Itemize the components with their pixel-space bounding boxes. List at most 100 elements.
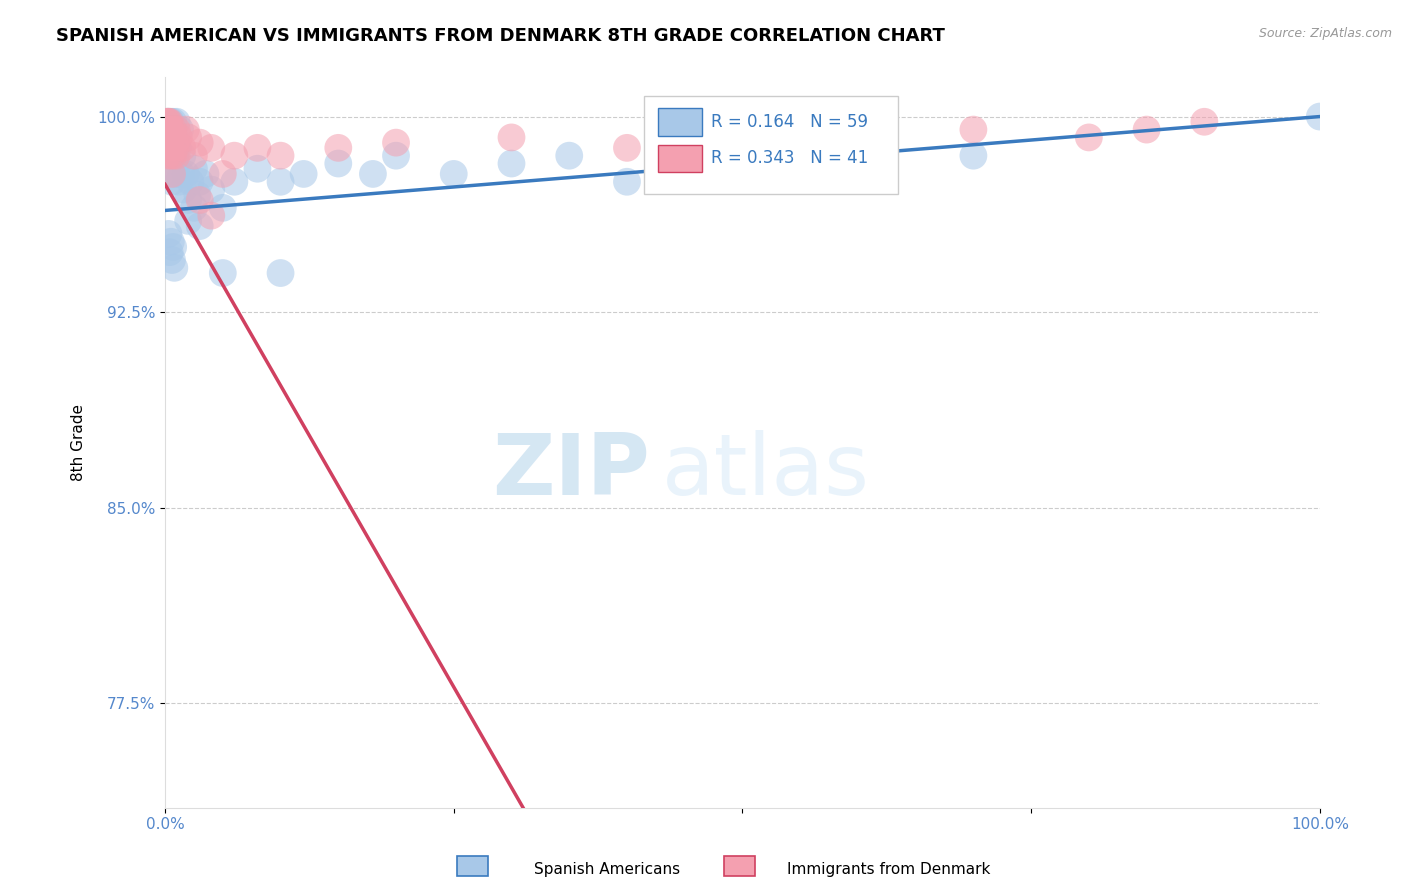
Point bbox=[616, 175, 638, 189]
Point bbox=[163, 130, 186, 145]
Point bbox=[172, 141, 194, 155]
Point bbox=[292, 167, 315, 181]
Point bbox=[155, 136, 177, 150]
Point bbox=[162, 115, 184, 129]
Point bbox=[558, 149, 581, 163]
Point bbox=[200, 183, 222, 197]
Point bbox=[1309, 110, 1331, 124]
FancyBboxPatch shape bbox=[658, 108, 702, 136]
Point bbox=[246, 161, 269, 176]
Text: R = 0.343   N = 41: R = 0.343 N = 41 bbox=[711, 150, 869, 168]
Point bbox=[174, 167, 197, 181]
Point bbox=[159, 245, 181, 260]
Point bbox=[731, 130, 754, 145]
Point bbox=[159, 115, 181, 129]
Point bbox=[157, 227, 180, 241]
Point bbox=[159, 122, 181, 136]
Point bbox=[224, 175, 246, 189]
Point bbox=[156, 115, 179, 129]
Point bbox=[160, 235, 183, 249]
Point bbox=[160, 175, 183, 189]
Text: atlas: atlas bbox=[662, 430, 870, 513]
Point bbox=[616, 141, 638, 155]
Point bbox=[160, 115, 183, 129]
Point bbox=[155, 115, 177, 129]
Point bbox=[501, 130, 523, 145]
Text: ZIP: ZIP bbox=[492, 430, 650, 513]
Point bbox=[188, 136, 211, 150]
Point bbox=[162, 122, 184, 136]
Text: Spanish Americans: Spanish Americans bbox=[534, 863, 681, 877]
Point bbox=[385, 149, 408, 163]
Point bbox=[167, 130, 190, 145]
Point bbox=[170, 167, 193, 181]
Point bbox=[156, 149, 179, 163]
Point bbox=[962, 149, 984, 163]
Point bbox=[167, 175, 190, 189]
Point bbox=[169, 122, 191, 136]
Point bbox=[165, 141, 187, 155]
Y-axis label: 8th Grade: 8th Grade bbox=[72, 404, 86, 481]
Point bbox=[1194, 115, 1216, 129]
Point bbox=[157, 115, 180, 129]
Point bbox=[194, 167, 217, 181]
Point bbox=[162, 136, 184, 150]
Point bbox=[160, 252, 183, 267]
Point bbox=[156, 115, 179, 129]
Point bbox=[188, 219, 211, 233]
Point bbox=[177, 214, 200, 228]
Point bbox=[163, 167, 186, 181]
Point bbox=[731, 161, 754, 176]
Point bbox=[177, 193, 200, 207]
Point bbox=[270, 175, 292, 189]
Text: SPANISH AMERICAN VS IMMIGRANTS FROM DENMARK 8TH GRADE CORRELATION CHART: SPANISH AMERICAN VS IMMIGRANTS FROM DENM… bbox=[56, 27, 945, 45]
Point bbox=[156, 149, 179, 163]
Point bbox=[846, 167, 869, 181]
Point bbox=[183, 201, 205, 215]
Point bbox=[166, 149, 188, 163]
Point bbox=[361, 167, 384, 181]
Point bbox=[166, 122, 188, 136]
Point bbox=[188, 193, 211, 207]
Point bbox=[270, 266, 292, 280]
Point bbox=[157, 115, 180, 129]
Point bbox=[160, 149, 183, 163]
Point bbox=[846, 136, 869, 150]
Point bbox=[160, 167, 183, 181]
Point bbox=[1136, 122, 1159, 136]
Point bbox=[179, 175, 201, 189]
Text: Immigrants from Denmark: Immigrants from Denmark bbox=[787, 863, 991, 877]
Point bbox=[159, 141, 181, 155]
Point bbox=[183, 149, 205, 163]
Point bbox=[962, 122, 984, 136]
Point bbox=[166, 167, 188, 181]
Point bbox=[165, 149, 187, 163]
Point bbox=[183, 161, 205, 176]
Point bbox=[163, 260, 186, 275]
Point bbox=[157, 130, 180, 145]
Point bbox=[155, 130, 177, 145]
Point bbox=[443, 167, 465, 181]
Point bbox=[246, 141, 269, 155]
Point bbox=[159, 122, 181, 136]
Point bbox=[328, 141, 350, 155]
Point bbox=[173, 183, 195, 197]
Point bbox=[174, 122, 197, 136]
Point bbox=[501, 156, 523, 170]
Point bbox=[166, 141, 188, 155]
Bar bbox=[644, 95, 898, 194]
Point bbox=[172, 149, 194, 163]
Point bbox=[211, 266, 233, 280]
Point bbox=[200, 141, 222, 155]
Point bbox=[224, 149, 246, 163]
Point bbox=[177, 130, 200, 145]
Point bbox=[200, 209, 222, 223]
Text: Source: ZipAtlas.com: Source: ZipAtlas.com bbox=[1258, 27, 1392, 40]
FancyBboxPatch shape bbox=[658, 145, 702, 172]
Point bbox=[160, 141, 183, 155]
Point bbox=[160, 149, 183, 163]
Point bbox=[186, 187, 208, 202]
Point bbox=[211, 201, 233, 215]
Point bbox=[188, 175, 211, 189]
Point bbox=[160, 141, 183, 155]
